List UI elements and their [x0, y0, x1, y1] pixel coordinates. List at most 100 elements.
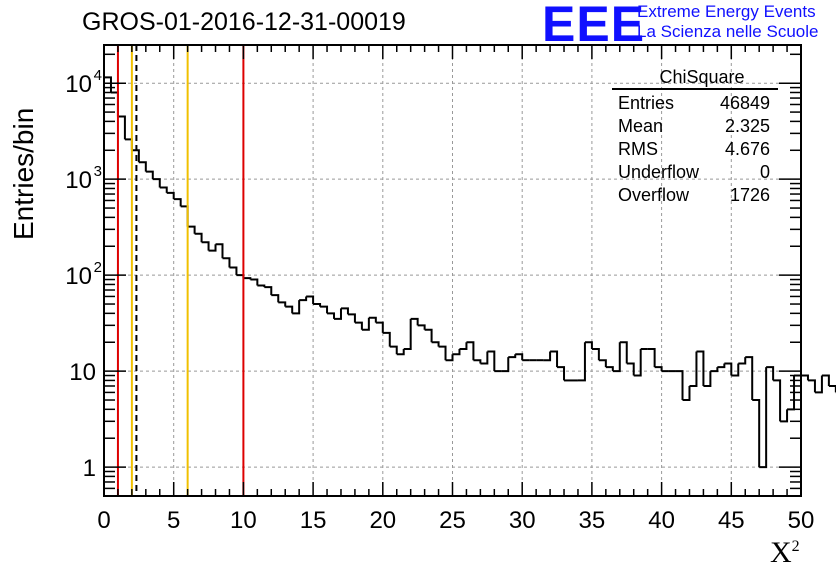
histogram-bin — [438, 345, 447, 361]
histogram-bin — [773, 379, 782, 422]
logo-subtitle-1: Extreme Energy Events — [637, 2, 816, 21]
histogram-bin — [347, 313, 356, 323]
x-tick-label: 30 — [509, 507, 536, 534]
histogram-bin — [598, 359, 607, 368]
histogram-bin — [243, 277, 252, 280]
stats-value: 1726 — [729, 185, 770, 205]
y-tick-label: 1 — [83, 455, 96, 482]
x-tick-label: 0 — [97, 507, 110, 534]
histogram-bin — [675, 370, 684, 401]
histogram-bin — [375, 321, 384, 333]
histogram-bin — [828, 384, 836, 393]
histogram-bin — [334, 308, 342, 320]
x-tick-label: 35 — [579, 507, 606, 534]
histogram-bin — [654, 366, 663, 372]
x-tick-label: 50 — [788, 507, 815, 534]
y-tick-exponent: 2 — [94, 259, 102, 276]
stats-box: ChiSquare Entries 46849 Mean 2.325 RMS 4… — [612, 66, 778, 207]
histogram-bin — [801, 374, 809, 381]
x-tick-label: 45 — [718, 507, 745, 534]
stats-label: Entries — [618, 93, 675, 113]
histogram-bin — [180, 205, 189, 227]
histogram-bin — [285, 305, 294, 314]
histogram-bin — [117, 115, 126, 140]
histogram-bin — [759, 367, 768, 469]
stats-divider — [612, 88, 778, 90]
histogram-bin — [131, 149, 140, 163]
histogram-bin — [619, 341, 628, 364]
x-axis-label-base: X — [770, 536, 792, 569]
histogram-bin — [752, 399, 761, 468]
stats-label: Underflow — [618, 162, 700, 182]
histogram-bin — [236, 274, 245, 279]
histogram-bin — [368, 316, 377, 323]
histogram-bin — [410, 317, 419, 326]
histogram-bin — [717, 363, 726, 369]
histogram-bin — [166, 191, 175, 200]
histogram-bin — [278, 301, 287, 307]
histogram-bin — [292, 300, 301, 315]
histogram-bin — [452, 349, 461, 356]
histogram-bin — [229, 266, 238, 276]
histogram-bin — [591, 348, 600, 361]
histogram-bin — [306, 295, 315, 305]
histogram-bin — [361, 317, 370, 331]
histogram-bin — [145, 170, 154, 180]
stats-label: Mean — [618, 116, 664, 136]
histogram-bin — [445, 354, 454, 362]
histogram-bin — [103, 76, 112, 496]
histogram-bin — [508, 354, 517, 359]
histogram-bin — [807, 379, 816, 393]
stats-value: 46849 — [719, 93, 770, 113]
histogram-bin — [689, 351, 698, 387]
histogram-bin — [382, 331, 391, 347]
histogram-bin — [814, 375, 823, 394]
histogram-bin — [215, 243, 224, 259]
histogram-bin — [703, 371, 712, 387]
histogram-bin — [124, 138, 133, 151]
histogram-bin — [431, 341, 440, 347]
histogram-bin — [313, 303, 322, 307]
histogram-bin — [682, 385, 691, 402]
histogram-bin — [354, 321, 363, 330]
histogram-bin — [250, 278, 259, 286]
y-tick-label: 10 — [65, 263, 92, 290]
histogram-bin — [724, 362, 733, 376]
histogram-bin — [487, 350, 496, 372]
stats-title: ChiSquare — [659, 67, 745, 87]
x-tick-label: 5 — [167, 507, 180, 534]
stats-value: 2.325 — [724, 116, 770, 136]
histogram-bin — [138, 161, 147, 172]
x-axis-label: X2 — [770, 536, 800, 570]
histogram-bin — [612, 342, 621, 373]
histogram-bin — [389, 345, 398, 355]
x-tick-label: 15 — [300, 507, 327, 534]
y-tick-exponent: 3 — [94, 163, 102, 180]
grid — [104, 45, 801, 496]
stats-row-underflow: Underflow 0 — [612, 161, 778, 184]
stats-value: 4.676 — [724, 139, 770, 159]
x-tick-label: 25 — [439, 507, 466, 534]
stats-value: 0 — [759, 162, 770, 182]
eee-logo: EEE — [542, 0, 646, 52]
histogram-bin — [557, 366, 566, 381]
histogram-bin — [201, 241, 210, 251]
histogram-bin — [696, 350, 705, 386]
histogram-bin — [710, 367, 719, 373]
stats-row-entries: Entries 46849 — [612, 92, 778, 115]
histogram-bin — [173, 198, 182, 207]
y-tick-label: 10 — [65, 71, 92, 98]
histogram-bin — [424, 328, 433, 343]
histogram-bin — [299, 296, 308, 302]
histogram-bin — [403, 318, 412, 351]
x-tick-label: 10 — [230, 507, 257, 534]
y-tick-label: 10 — [65, 167, 92, 194]
histogram-bin — [159, 186, 168, 193]
x-axis-ticks: 0 5 10 15 20 25 30 35 40 45 50 — [97, 45, 814, 534]
histogram-bin — [208, 244, 217, 252]
histogram-bin — [194, 232, 203, 243]
histogram-bin — [821, 374, 830, 386]
histogram-bin — [577, 342, 586, 382]
